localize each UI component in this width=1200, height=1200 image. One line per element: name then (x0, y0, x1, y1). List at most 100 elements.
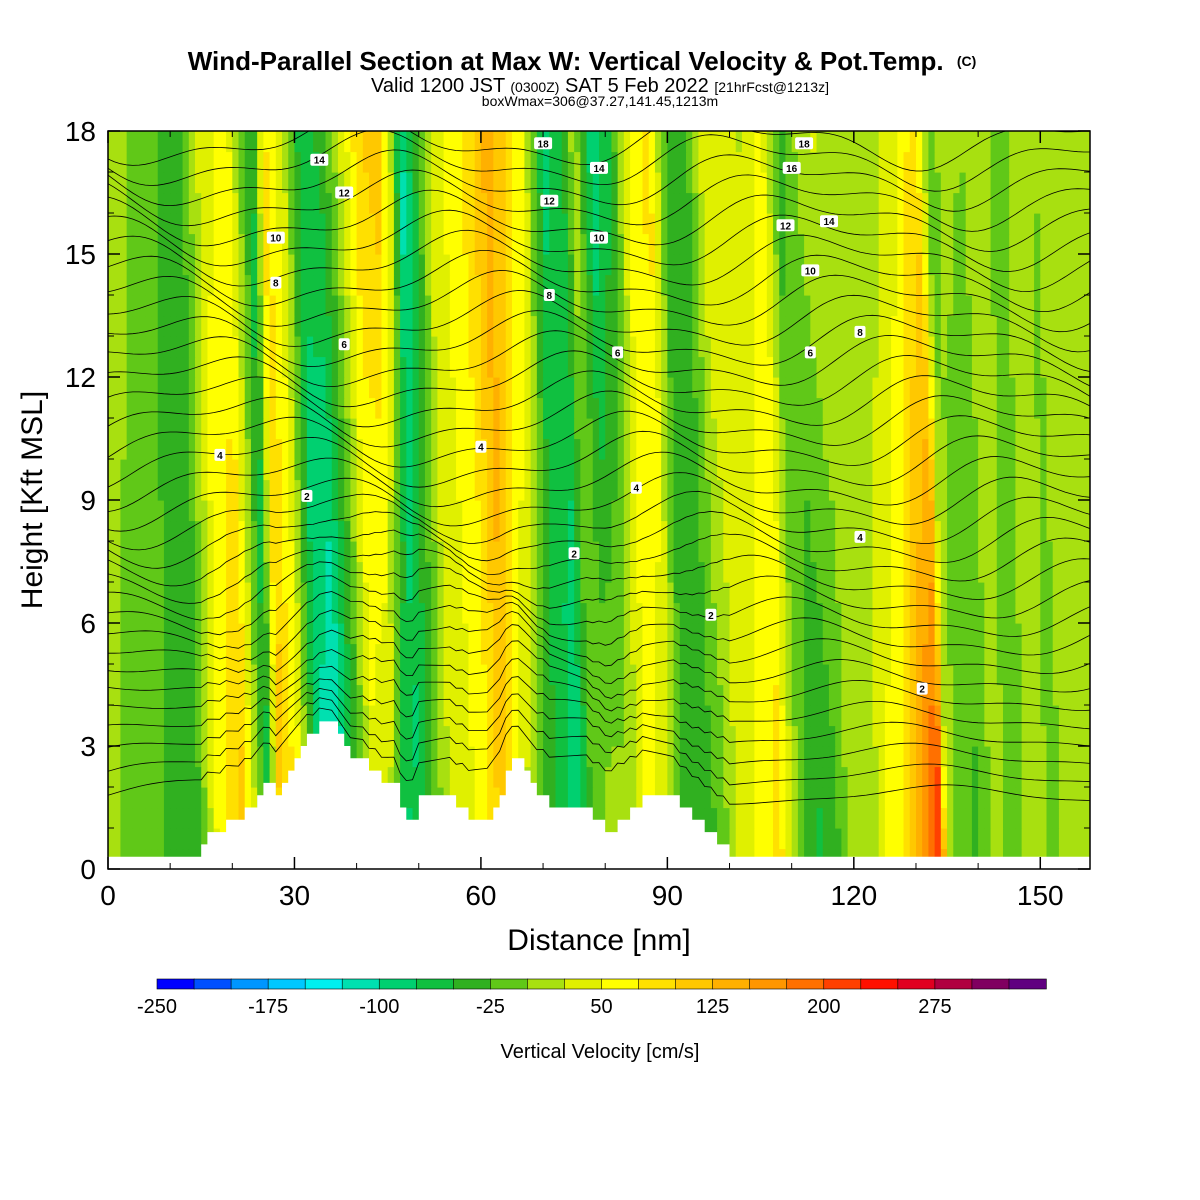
field-cell-2474 (754, 541, 762, 563)
field-cell-1041 (686, 725, 693, 747)
field-cell-2752 (518, 500, 526, 522)
field-cell-4219 (797, 315, 805, 337)
field-cell-1078 (915, 725, 923, 747)
field-cell-308 (1040, 828, 1048, 850)
field-cell-4007 (462, 336, 470, 358)
field-cell-922 (928, 746, 936, 768)
field-cell-3019 (213, 459, 221, 481)
field-cell-4911 (188, 213, 196, 235)
field-cell-1419 (1071, 684, 1079, 706)
field-cell-2371 (114, 541, 122, 563)
field-cell-1390 (891, 684, 898, 706)
field-cell-1269 (139, 684, 146, 706)
field-cell-712 (605, 766, 613, 788)
field-cell-1572 (1040, 664, 1048, 686)
field-cell-2107 (437, 582, 445, 604)
field-cell-4361 (698, 295, 706, 317)
field-cell-1244 (965, 705, 973, 727)
field-cell-1935 (350, 602, 358, 624)
field-cell-3139 (959, 459, 967, 481)
field-cell-2477 (773, 541, 780, 563)
field-cell-3336 (219, 418, 227, 440)
field-cell-2670 (990, 520, 998, 542)
field-cell-2015 (847, 602, 855, 624)
field-cell-1030 (617, 725, 625, 747)
field-cell-1892 (1065, 623, 1072, 645)
field-cell-3912 (853, 356, 861, 378)
field-cell-1521 (723, 664, 731, 686)
field-cell-1162 (456, 705, 463, 727)
field-cell-1432 (170, 664, 177, 686)
field-cell-2834 (1027, 500, 1035, 522)
field-cell-1097 (1034, 725, 1041, 747)
field-cell-1831 (686, 623, 693, 645)
field-cell-3955 (139, 336, 146, 358)
field-cell-2693 (151, 500, 159, 522)
field-cell-478 (132, 787, 140, 809)
field-cell-3552 (580, 397, 588, 419)
field-cell-2481 (797, 541, 805, 563)
field-cell-1824 (642, 623, 650, 645)
field-cell-4939 (362, 213, 370, 235)
field-cell-1063 (822, 725, 830, 747)
field-cell-756 (878, 766, 886, 788)
field-cell-2138 (630, 582, 637, 604)
field-cell-1985 (661, 602, 668, 624)
field-cell-2181 (897, 582, 905, 604)
field-cell-2507 (959, 541, 967, 563)
field-cell-3592 (828, 397, 836, 419)
field-cell-3985 (325, 336, 333, 358)
field-cell-2595 (524, 520, 532, 542)
field-cell-2743 (462, 500, 470, 522)
field-cell-2475 (760, 541, 768, 563)
field-cell-2982 (965, 479, 973, 501)
field-cell-600 (891, 787, 898, 809)
field-cell-3174 (195, 438, 202, 460)
field-cell-493 (226, 787, 233, 809)
field-cell-323 (151, 807, 159, 829)
field-cell-4512 (654, 274, 662, 296)
field-cell-3976 (269, 336, 277, 358)
field-cell-336 (232, 807, 240, 829)
field-cell-4061 (797, 336, 805, 358)
field-cell-2512 (990, 541, 998, 563)
field-cell-4266 (108, 295, 115, 317)
field-cell-2365 (1058, 561, 1066, 583)
field-cell-3070 (530, 459, 538, 481)
field-cell-787 (1071, 766, 1079, 788)
field-cell-4157 (412, 315, 420, 337)
field-cell-4529 (760, 274, 768, 296)
field-cell-2091 (337, 582, 345, 604)
field-cell-3176 (207, 438, 215, 460)
field-cell-1807 (536, 623, 544, 645)
field-cell-4968 (543, 213, 550, 235)
field-cell-1657 (586, 643, 594, 665)
field-cell-3815 (250, 356, 258, 378)
field-cell-2651 (872, 520, 880, 542)
field-cell-588 (816, 787, 824, 809)
field-cell-2785 (723, 500, 731, 522)
field-cell-1057 (785, 725, 793, 747)
field-cell-1282 (219, 684, 227, 706)
field-cell-1247 (984, 705, 992, 727)
field-cell-4707 (884, 254, 892, 276)
field-cell-604 (915, 787, 923, 809)
field-cell-742 (791, 766, 799, 788)
field-cell-3279 (847, 438, 855, 460)
field-cell-2508 (965, 541, 973, 563)
field-cell-4430 (145, 274, 153, 296)
field-cell-686 (443, 766, 451, 788)
field-cell-1040 (679, 725, 687, 747)
field-cell-4432 (157, 274, 165, 296)
field-cell-293 (947, 828, 954, 850)
field-cell-4241 (934, 315, 942, 337)
field-cell-1759 (238, 623, 246, 645)
field-cell-2136 (617, 582, 625, 604)
field-cell-3650 (207, 377, 215, 399)
field-cell-3975 (263, 336, 271, 358)
field-cell-2375 (139, 541, 146, 563)
field-cell-1438 (207, 664, 215, 686)
field-cell-2887 (375, 479, 383, 501)
field-cell-1291 (275, 684, 283, 706)
field-cell-4664 (617, 254, 625, 276)
